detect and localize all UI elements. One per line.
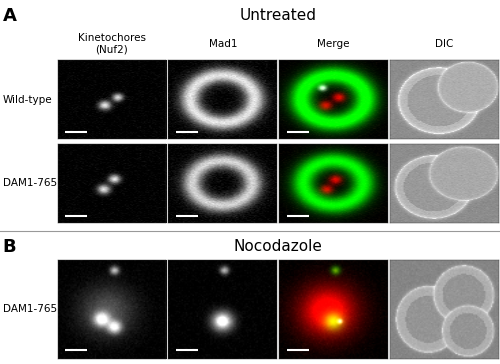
Text: Kinetochores
(Nuf2): Kinetochores (Nuf2) [78,33,146,55]
Text: DAM1-765: DAM1-765 [2,304,56,314]
Text: Untreated: Untreated [240,8,317,23]
Text: DAM1-765: DAM1-765 [2,178,56,189]
Text: Mad1: Mad1 [208,39,237,49]
Text: Wild-type: Wild-type [2,95,52,105]
Text: DIC: DIC [436,39,454,49]
Text: B: B [2,238,16,256]
Text: Nocodazole: Nocodazole [234,239,322,254]
Text: Merge: Merge [318,39,350,49]
Text: A: A [2,7,16,25]
